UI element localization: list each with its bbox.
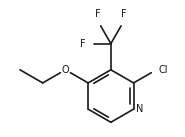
Text: F: F: [95, 9, 101, 19]
Text: O: O: [62, 65, 69, 75]
Text: F: F: [121, 9, 127, 19]
Text: F: F: [80, 39, 86, 49]
Text: N: N: [136, 104, 143, 114]
Text: Cl: Cl: [158, 65, 168, 75]
